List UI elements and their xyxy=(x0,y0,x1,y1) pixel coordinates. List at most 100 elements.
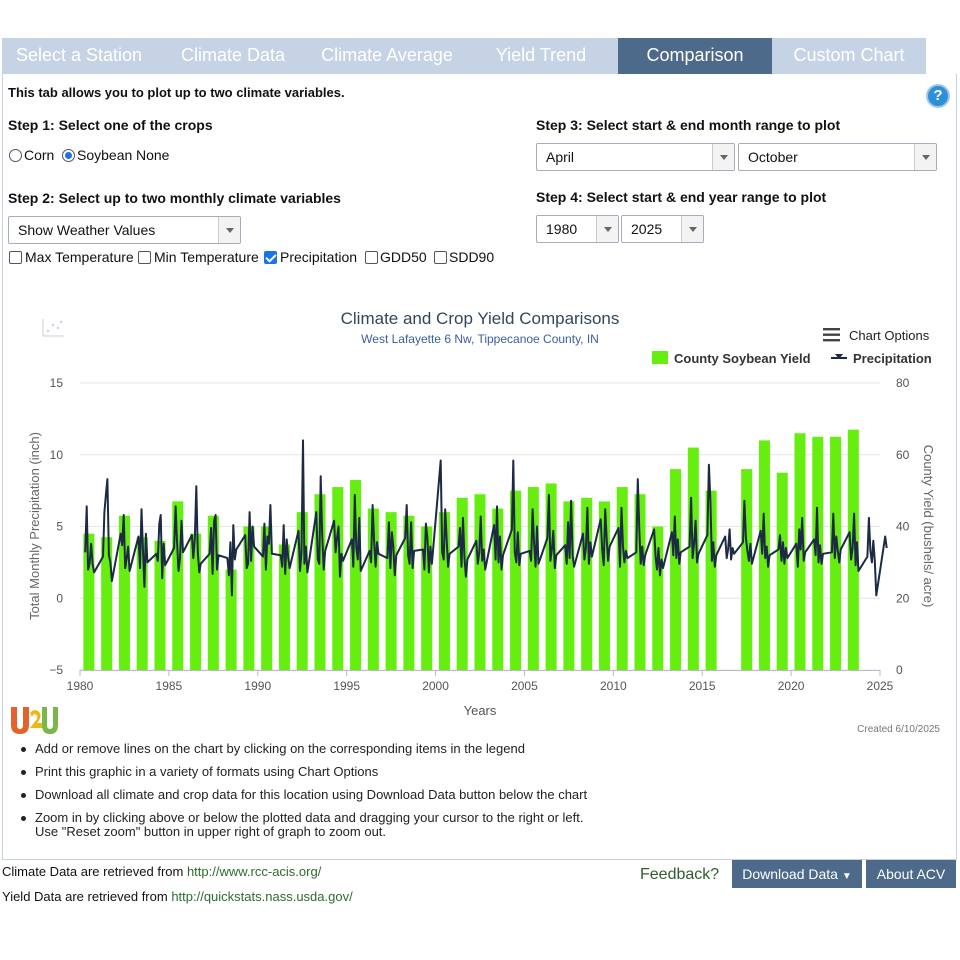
help-icon[interactable]: ? xyxy=(926,84,950,108)
legend-yield-label: County Soybean Yield xyxy=(674,351,811,366)
weather-mode-select[interactable]: Show Weather Values xyxy=(8,216,241,244)
yield-bar xyxy=(741,469,753,670)
yield-bar xyxy=(243,526,255,670)
start-year-select[interactable]: 1980 xyxy=(536,215,619,243)
chart-title: Climate and Crop Yield Comparisons xyxy=(341,309,620,328)
yield-bar xyxy=(367,508,379,670)
y-right-tick-label: 80 xyxy=(896,376,910,390)
yield-source: Yield Data are retrieved from http://qui… xyxy=(2,889,353,904)
yield-bar xyxy=(492,508,504,670)
x-tick-label: 2005 xyxy=(511,679,538,693)
yield-bar xyxy=(510,490,522,670)
yield-bar xyxy=(207,515,219,670)
yield-bar xyxy=(616,487,628,670)
none-label[interactable]: None xyxy=(136,147,170,163)
yield-source-link[interactable]: http://quickstats.nass.usda.gov/ xyxy=(171,889,353,904)
x-tick-label: 2020 xyxy=(778,679,805,693)
caret-down-icon: ▼ xyxy=(841,871,852,882)
y-right-tick-label: 20 xyxy=(896,591,910,605)
legend-precip-label: Precipitation xyxy=(853,351,932,366)
scatter-icon[interactable] xyxy=(42,319,64,337)
step2-title: Step 2: Select up to two monthly climate… xyxy=(8,190,341,206)
weather-mode-value: Show Weather Values xyxy=(18,222,156,238)
y-right-tick-label: 40 xyxy=(896,520,910,534)
sdd90-checkbox[interactable] xyxy=(434,251,447,264)
yield-bar xyxy=(705,490,717,670)
bullet-print-tip: Print this graphic in a variety of forma… xyxy=(20,765,587,779)
yield-bar xyxy=(83,533,95,670)
soybean-radio[interactable] xyxy=(62,149,75,162)
bullet-zoom-tip: Zoom in by clicking above or below the p… xyxy=(20,811,587,839)
corn-label: Corn xyxy=(24,147,55,163)
intro-text: This tab allows you to plot up to two cl… xyxy=(8,85,345,100)
gdd50-checkbox[interactable] xyxy=(365,251,378,264)
yield-bar xyxy=(296,512,308,670)
about-acv-button[interactable]: About ACV xyxy=(866,860,956,888)
tab-climate-average[interactable]: Climate Average xyxy=(321,45,453,65)
start-month-select[interactable]: April xyxy=(536,143,735,171)
tab-custom-chart[interactable]: Custom Chart xyxy=(793,45,905,65)
tab-climate-data[interactable]: Climate Data xyxy=(180,45,286,65)
yield-bar xyxy=(652,526,664,670)
climate-source-link[interactable]: http://www.rcc-acis.org/ xyxy=(186,864,322,879)
yield-bar xyxy=(118,515,130,670)
y-left-tick-label: 5 xyxy=(56,520,63,534)
max-temperature-label: Max Temperature xyxy=(25,249,134,265)
yield-bar xyxy=(350,479,362,670)
corn-radio[interactable] xyxy=(9,149,22,162)
yield-bar xyxy=(421,526,433,670)
created-date: Created 6/10/2025 xyxy=(857,724,940,735)
climate-source: Climate Data are retrieved from http://w… xyxy=(2,864,321,879)
x-tick-label: 2010 xyxy=(600,679,627,693)
yield-bar xyxy=(598,501,610,670)
feedback-link[interactable]: Feedback? xyxy=(640,866,720,883)
y-axis-right-label: County Yield (bushels/ acre) xyxy=(921,445,936,608)
precipitation-checkbox[interactable] xyxy=(264,251,277,264)
yield-bar xyxy=(101,537,113,670)
precipitation-line xyxy=(84,439,888,597)
chart-subtitle: West Lafayette 6 Nw, Tippecanoe County, … xyxy=(361,332,599,346)
yield-bar xyxy=(794,433,806,670)
yield-bar xyxy=(634,494,646,670)
tab-bar: Select a Station Climate Data Climate Av… xyxy=(2,38,926,74)
download-data-button[interactable]: Download Data ▼ xyxy=(732,860,862,888)
precipitation-series xyxy=(84,439,888,597)
chevron-down-icon xyxy=(218,217,240,243)
x-tick-label: 2025 xyxy=(867,679,894,693)
max-temperature-checkbox[interactable] xyxy=(9,251,22,264)
chart-options-menu[interactable]: Chart Options xyxy=(823,328,930,343)
chevron-down-icon xyxy=(914,144,936,170)
step4-title: Step 4: Select start & end year range to… xyxy=(536,189,827,205)
min-temperature-checkbox[interactable] xyxy=(138,251,151,264)
u2u-logo xyxy=(11,707,58,734)
end-month-select[interactable]: October xyxy=(738,143,937,171)
chevron-down-icon xyxy=(596,216,618,242)
yield-bar xyxy=(563,501,575,670)
step3-title: Step 3: Select start & end month range t… xyxy=(536,117,841,133)
gdd50-label: GDD50 xyxy=(380,249,427,265)
yield-bar xyxy=(438,512,450,670)
legend-precip-marker xyxy=(835,354,843,359)
chart-options-label: Chart Options xyxy=(849,328,930,343)
x-tick-label: 1980 xyxy=(67,679,94,693)
precipitation-label: Precipitation xyxy=(280,249,358,265)
comparison-chart[interactable]: Climate and Crop Yield Comparisons West … xyxy=(0,295,958,745)
x-tick-label: 2015 xyxy=(689,679,716,693)
y-right-tick-label: 0 xyxy=(896,663,903,677)
y-left-tick-label: 0 xyxy=(56,591,63,605)
y-axis-left-label: Total Monthly Precipitation (inch) xyxy=(27,432,42,620)
yield-bar xyxy=(545,483,557,670)
yield-bar xyxy=(278,544,290,670)
yield-bar xyxy=(190,533,202,670)
tab-select-station[interactable]: Select a Station xyxy=(15,45,143,65)
yield-bar xyxy=(687,447,699,670)
tab-yield-trend[interactable]: Yield Trend xyxy=(495,45,587,65)
soybean-label: Soybean xyxy=(77,147,133,163)
yield-bar xyxy=(385,512,397,670)
start-month-value: April xyxy=(546,149,575,165)
yield-bars xyxy=(83,429,859,670)
legend-item-yield[interactable]: County Soybean Yield xyxy=(652,351,811,366)
tab-comparison[interactable]: Comparison xyxy=(618,38,772,74)
end-year-select[interactable]: 2025 xyxy=(621,215,704,243)
legend-item-precipitation[interactable]: Precipitation xyxy=(831,351,932,366)
